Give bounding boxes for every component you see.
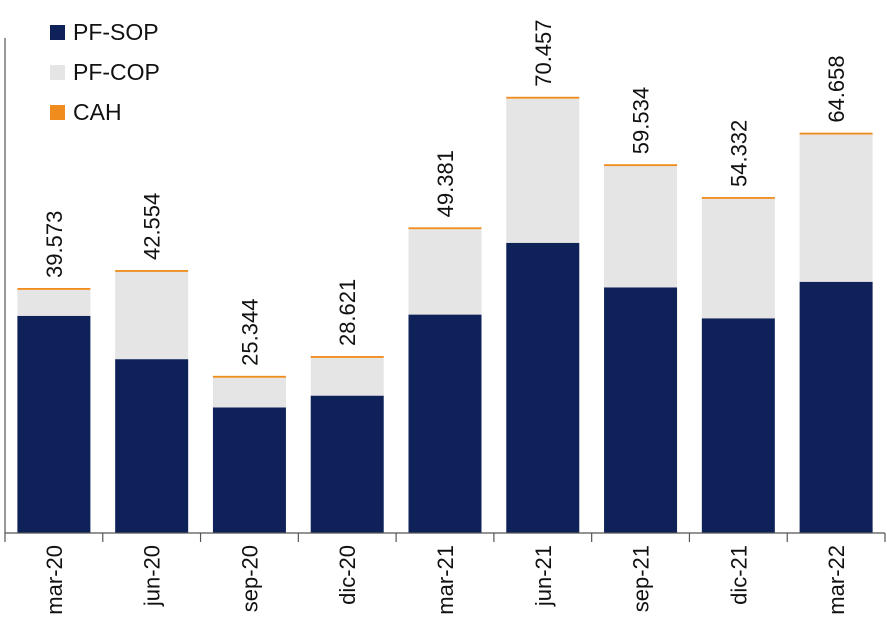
bar-pf-cop-jun-20	[115, 271, 189, 360]
legend-swatch-cah	[50, 104, 65, 120]
axes-layer	[4, 38, 886, 542]
bar-cah-dic-20	[310, 356, 384, 358]
bar-pf-cop-sep-20	[212, 377, 286, 408]
bar-pf-sop-dic-21	[701, 318, 775, 533]
legend-item-cah: CAH	[50, 92, 160, 132]
x-tick-label-jun-20: jun-20	[140, 545, 165, 607]
x-tick-label-mar-21: mar-21	[433, 545, 458, 615]
total-label-dic-21: 54.332	[726, 120, 751, 187]
bar-pf-sop-dic-20	[310, 395, 384, 533]
bar-pf-sop-mar-22	[799, 281, 873, 533]
bar-pf-sop-mar-21	[408, 314, 482, 533]
bar-pf-cop-jun-21	[506, 98, 580, 243]
total-labels-layer: 39.573 mar-20 42.554 jun-20 25.344 sep-20 28.6…	[42, 19, 849, 614]
bar-pf-cop-mar-22	[799, 134, 873, 282]
bar-pf-sop-mar-20	[17, 315, 91, 533]
legend-item-pf-sop: PF-SOP	[50, 12, 160, 52]
x-tick-label-mar-20: mar-20	[42, 545, 67, 615]
bar-pf-cop-mar-20	[17, 289, 91, 316]
bar-pf-sop-jun-20	[115, 359, 189, 533]
legend-label-pf-sop: PF-SOP	[73, 18, 159, 45]
bar-pf-sop-sep-20	[212, 407, 286, 533]
bar-cah-mar-20	[17, 287, 91, 290]
bar-pf-sop-sep-21	[604, 287, 678, 533]
total-label-jun-21: 70.457	[531, 19, 556, 86]
bar-cah-dic-21	[701, 197, 775, 199]
bar-pf-cop-dic-21	[701, 198, 775, 319]
total-label-sep-20: 25.344	[237, 299, 262, 366]
x-tick-label-dic-20: dic-20	[335, 545, 360, 605]
total-label-dic-20: 28.621	[335, 279, 360, 346]
x-tick-label-dic-21: dic-21	[726, 545, 751, 605]
bar-cah-mar-22	[799, 132, 873, 135]
legend-item-pf-cop: PF-COP	[50, 52, 160, 92]
legend: PF-SOP PF-COP CAH	[50, 12, 160, 132]
bar-cah-sep-20	[212, 375, 286, 378]
bar-cah-jun-20	[115, 270, 189, 272]
x-tick-label-jun-21: jun-21	[531, 545, 556, 607]
bar-cah-mar-21	[408, 227, 482, 230]
bar-pf-sop-jun-21	[506, 242, 580, 533]
legend-label-pf-cop: PF-COP	[73, 58, 160, 85]
total-label-mar-20: 39.573	[42, 211, 67, 278]
bar-cah-jun-21	[506, 96, 580, 99]
x-tick-label-sep-20: sep-20	[237, 545, 262, 612]
bar-pf-cop-dic-20	[310, 357, 384, 396]
bars-layer	[17, 96, 873, 533]
total-label-mar-21: 49.381	[433, 150, 458, 217]
legend-label-cah: CAH	[73, 98, 122, 125]
x-tick-label-mar-22: mar-22	[824, 545, 849, 615]
legend-swatch-pf-cop	[50, 64, 65, 80]
bar-pf-cop-sep-21	[604, 166, 678, 288]
legend-swatch-pf-sop	[50, 24, 65, 40]
bar-pf-cop-mar-21	[408, 229, 482, 315]
total-label-jun-20: 42.554	[140, 193, 165, 260]
x-tick-label-sep-21: sep-21	[629, 545, 654, 612]
bar-cah-sep-21	[604, 164, 678, 167]
total-label-sep-21: 59.534	[629, 87, 654, 154]
total-label-mar-22: 64.658	[824, 55, 849, 122]
